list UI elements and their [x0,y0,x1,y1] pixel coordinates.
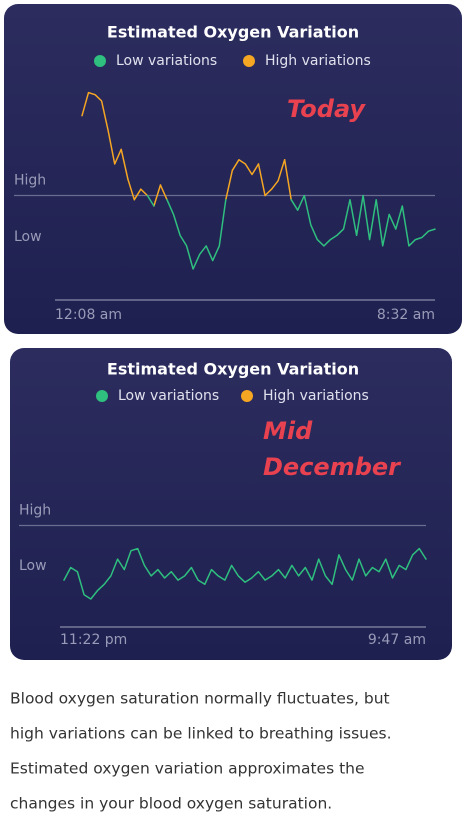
legend-label: High variations [263,388,369,404]
paragraph-line: high variations can be linked to breathi… [10,725,392,743]
y-tick-label: High [14,173,46,189]
line-connector [159,184,168,201]
data-line [63,547,427,600]
legend-label: Low variations [116,53,217,69]
line-connector [264,188,273,197]
legend-swatch [94,55,106,67]
line-connector [283,159,292,201]
line-connector [153,184,162,207]
legend-swatch [241,390,253,402]
chart-title: Estimated Oxygen Variation [107,360,359,379]
line-connector [140,188,149,197]
chart-title: Estimated Oxygen Variation [107,23,359,42]
legend-swatch [96,390,108,402]
legend-label: Low variations [118,388,219,404]
paragraph-line: Blood oxygen saturation normally fluctua… [10,690,390,708]
line-connector [257,163,266,197]
card [10,348,452,660]
low-label: Low [14,229,42,245]
line-connector [127,177,136,201]
paragraph-line: Estimated oxygen variation approximates … [10,760,365,778]
annotation: Today [287,95,366,123]
paragraph-line: changes in your blood oxygen saturation. [10,795,332,813]
data-line [146,194,436,270]
x-tick-label: 11:22 pm [60,632,127,648]
line-connector [133,188,142,201]
x-tick-label: 8:32 am [377,307,435,323]
annotation: Mid [263,417,313,445]
legend-label: High variations [265,53,371,69]
x-tick-label: 12:08 am [55,307,122,323]
legend-swatch [243,55,255,67]
annotation: December [263,453,402,481]
line-connector [225,169,234,201]
x-tick-label: 9:47 am [368,632,426,648]
low-label: Low [19,558,47,574]
y-tick-label: High [19,503,51,519]
data-line [81,91,286,190]
